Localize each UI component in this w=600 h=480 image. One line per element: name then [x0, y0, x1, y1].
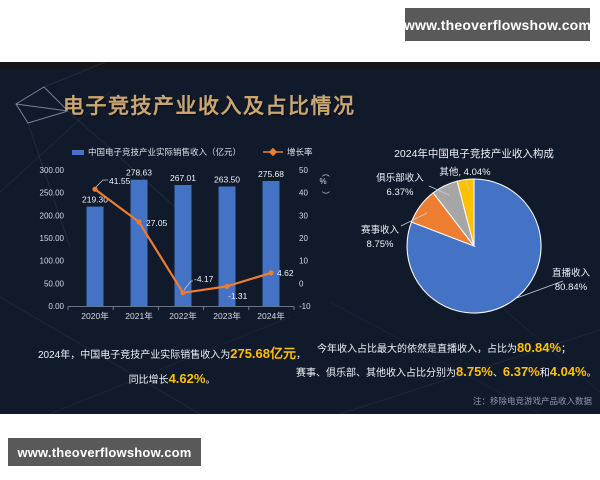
line-label-leader — [183, 280, 193, 291]
caption-text: 今年收入占比最大的依然是直播收入，占比为 — [316, 344, 517, 355]
pie-label: 赛事收入 — [361, 224, 400, 236]
right-axis-tick: 20 — [299, 234, 308, 243]
bar-value-label: 275.68 — [258, 169, 284, 179]
pie-label: 其他, 4.04% — [439, 166, 491, 178]
left-axis-tick: 300.00 — [40, 166, 65, 175]
watermark-url: www.theoverflowshow.com — [17, 444, 192, 460]
line-marker — [136, 219, 142, 225]
line-value-label: -1.31 — [228, 291, 248, 301]
x-axis-label: 2022年 — [169, 311, 197, 321]
right-axis-unit: % — [319, 177, 326, 186]
summary-right-line1: 今年收入占比最大的依然是直播收入，占比为80.84%； — [296, 337, 592, 361]
pie-chart-title: 2024年中国电子竞技产业收入构成 — [394, 148, 554, 160]
pie-label-leader — [513, 280, 564, 300]
bar — [262, 181, 280, 306]
x-axis-label: 2020年 — [81, 311, 109, 321]
revenue-composition-pie: 直播收入 80.84% 赛事收入 8.75% 俱乐部收入 6.37% 其他, 4.04% — [330, 158, 592, 330]
caption-text: 2024年，中国电子竞技产业实际销售收入为 — [37, 350, 231, 361]
revenue-growth-chart: 300.00 250.00 200.00 150.00 100.00 50.00 0.00 5… — [36, 143, 332, 333]
bar — [218, 186, 236, 306]
right-axis-tick: 30 — [299, 211, 308, 220]
pie-label: 俱乐部收入 — [376, 172, 424, 184]
bar-series-swatch — [72, 149, 84, 155]
caption-text: 、 — [492, 368, 503, 379]
line-label-leader — [95, 179, 108, 188]
left-axis-tick: 100.00 — [40, 257, 65, 266]
x-axis-label: 2021年 — [125, 311, 153, 321]
combo-chart-svg: 300.00 250.00 200.00 150.00 100.00 50.00 0.00 5… — [40, 166, 330, 321]
page-title: 电子竞技产业收入及占比情况 — [63, 95, 356, 118]
summary-right-line2: 赛事、俱乐部、其他收入占比分别为8.75%、6.37%和4.04%。 — [296, 361, 597, 385]
right-axis-tick: 0 — [299, 279, 304, 288]
highlight-value: 275.68亿元 — [230, 346, 296, 361]
caption-text: 。 — [205, 375, 216, 386]
right-axis-tick: 40 — [299, 189, 308, 198]
watermark-bar-top: www.theoverflowshow.com — [403, 8, 592, 41]
bar-value-label: 278.63 — [126, 168, 152, 178]
legend-item-growth: 增长率 — [263, 146, 313, 158]
summary-right: 今年收入占比最大的依然是直播收入，占比为80.84%； 赛事、俱乐部、其他收入占… — [296, 337, 597, 412]
highlight-value: 80.84% — [516, 340, 562, 355]
left-axis-tick: 250.00 — [40, 189, 65, 198]
bar-value-label: 267.01 — [170, 173, 196, 183]
x-axis-label: 2023年 — [213, 311, 241, 321]
legend-label-growth: 增长率 — [287, 147, 313, 157]
caption-text: ； — [561, 344, 572, 355]
caption-text: 和 — [539, 368, 550, 379]
bar — [130, 179, 148, 306]
bar — [86, 206, 104, 306]
line-value-label: 27.05 — [146, 218, 168, 228]
line-value-label: -4.17 — [194, 274, 214, 284]
summary-left-line1: 2024年，中国电子竞技产业实际销售收入为275.68亿元， — [28, 342, 316, 367]
right-axis-unit: （ — [321, 169, 330, 177]
right-axis-tick: 50 — [299, 166, 308, 175]
left-axis-tick: 50.00 — [44, 279, 65, 288]
caption-text: 赛事、俱乐部、其他收入占比分别为 — [296, 368, 456, 379]
line-marker — [224, 283, 230, 289]
highlight-value: 6.37% — [502, 364, 540, 379]
pie-label-leader — [428, 185, 450, 196]
watermark-url: www.theoverflowshow.com — [403, 16, 592, 33]
bar-value-label: 263.50 — [214, 175, 240, 185]
summary-left-line2: 同比增长4.62%。 — [28, 367, 316, 392]
pie-chart-svg: 直播收入 80.84% 赛事收入 8.75% 俱乐部收入 6.37% 其他, 4.04% — [361, 166, 591, 314]
chart-legend: 中国电子竞技产业实际销售收入（亿元） 增长率 — [72, 146, 313, 158]
caption-text: 同比增长 — [128, 375, 169, 386]
pie-label-value: 8.75% — [367, 239, 394, 250]
diamond-logo — [15, 86, 69, 124]
highlight-value: 4.04% — [549, 364, 587, 379]
summary-left: 2024年，中国电子竞技产业实际销售收入为275.68亿元， 同比增长4.62%… — [28, 342, 316, 392]
right-axis-unit: ） — [321, 191, 330, 199]
bar-value-label: 219.30 — [82, 195, 108, 205]
bar — [174, 185, 192, 306]
caption-text: 。 — [586, 368, 597, 379]
slide: 电子竞技产业收入及占比情况 中国电子竞技产业实际销售收入（亿元） 增长率 300… — [0, 62, 600, 414]
right-axis-tick: 10 — [299, 257, 308, 266]
line-marker — [92, 186, 98, 192]
pie-label-value: 80.84% — [555, 282, 588, 293]
pie-label-value: 6.37% — [387, 187, 414, 198]
caption-text: ， — [296, 350, 306, 361]
legend-item-revenue: 中国电子竞技产业实际销售收入（亿元） — [72, 146, 241, 158]
highlight-value: 4.62% — [168, 371, 206, 386]
left-axis-tick: 0.00 — [48, 302, 64, 311]
line-series-marker — [263, 148, 284, 156]
line-value-label: 41.55 — [109, 176, 131, 186]
x-axis-label: 2024年 — [257, 311, 285, 321]
line-value-label: 4.62 — [277, 268, 294, 278]
left-axis-tick: 200.00 — [40, 211, 65, 220]
highlight-value: 8.75% — [456, 364, 493, 379]
pie-label-leader — [400, 212, 428, 227]
pie-label-leader — [464, 178, 470, 191]
line-marker — [268, 270, 274, 276]
line-marker — [180, 290, 186, 296]
watermark-bar-bottom: www.theoverflowshow.com — [8, 438, 201, 466]
pie-label: 直播收入 — [552, 267, 591, 279]
footnote: 注：移除电竞游戏产品收入数据 — [472, 396, 592, 406]
legend-label-revenue: 中国电子竞技产业实际销售收入（亿元） — [88, 147, 242, 157]
left-axis-tick: 150.00 — [40, 234, 65, 243]
right-axis-tick: -10 — [299, 302, 311, 311]
